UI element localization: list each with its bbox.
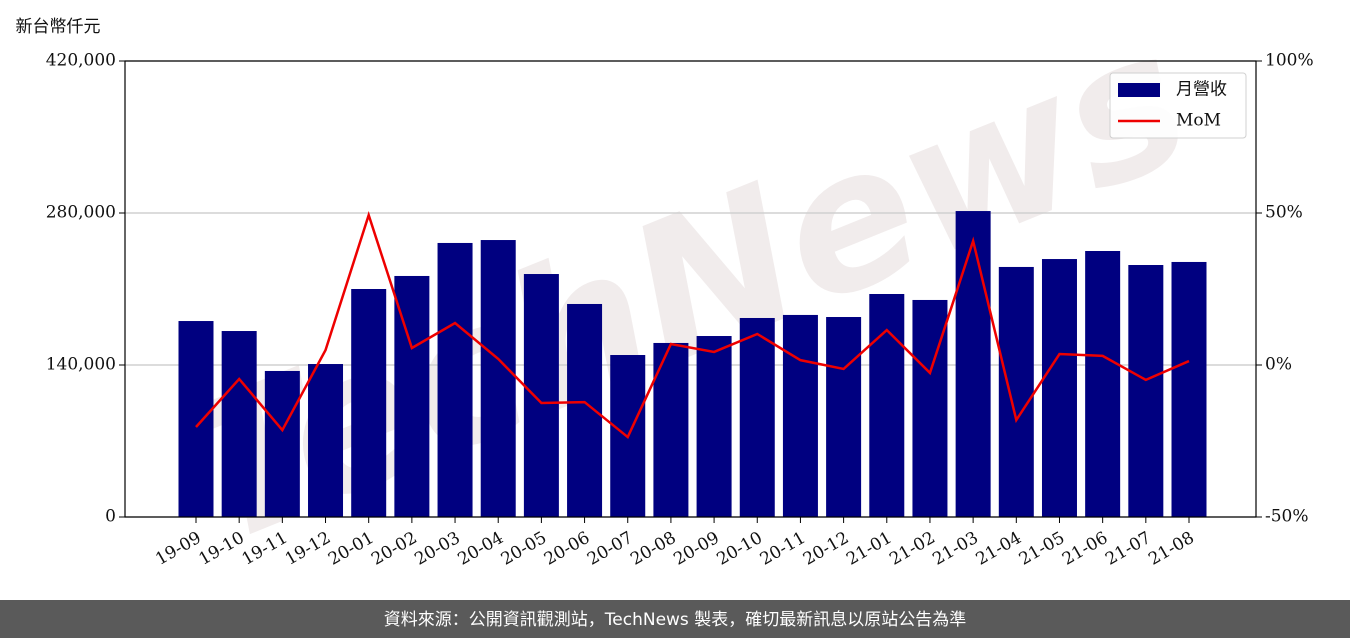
- bar: [955, 211, 991, 517]
- y2-tick-label: 100%: [1265, 51, 1314, 71]
- bar: [221, 331, 257, 517]
- bar: [394, 275, 430, 517]
- x-tick-label: 21-07: [1102, 528, 1154, 570]
- x-tick-label: 20-09: [670, 528, 722, 570]
- bar: [869, 293, 905, 517]
- y2-tick-label: 50%: [1265, 203, 1303, 223]
- bar: [1041, 259, 1077, 517]
- bar: [1128, 265, 1164, 517]
- footer-bar: [0, 600, 1350, 638]
- x-tick-label: 20-02: [368, 528, 420, 570]
- bar: [1171, 261, 1207, 517]
- x-tick-label: 19-09: [152, 528, 204, 570]
- y2-tick-label: -50%: [1265, 507, 1309, 527]
- bar: [523, 274, 559, 517]
- bar: [739, 317, 775, 517]
- bar: [437, 242, 473, 518]
- x-tick-label: 20-10: [714, 528, 766, 570]
- x-tick-label: 20-03: [411, 528, 463, 570]
- y-tick-label: 280,000: [46, 203, 116, 223]
- y-tick-label: 420,000: [46, 51, 116, 71]
- legend-label: 月營收: [1176, 80, 1227, 100]
- x-tick-label: 20-11: [757, 528, 809, 570]
- x-tick-label: 21-01: [843, 528, 895, 570]
- x-tick-label: 20-07: [584, 528, 636, 570]
- bar: [178, 321, 214, 517]
- x-tick-label: 21-02: [886, 528, 938, 570]
- x-tick-label: 20-04: [455, 528, 507, 570]
- bar: [998, 266, 1034, 517]
- bar: [1085, 251, 1121, 517]
- bar: [826, 317, 862, 517]
- x-tick-label: 21-08: [1145, 528, 1197, 570]
- x-tick-label: 20-06: [541, 528, 593, 570]
- y-tick-label: 0: [105, 507, 116, 527]
- bar: [782, 314, 818, 517]
- bar: [308, 364, 344, 517]
- x-tick-label: 20-08: [627, 528, 679, 570]
- x-tick-label: 21-03: [929, 528, 981, 570]
- legend-swatch: [1118, 83, 1160, 97]
- y-tick-label: 140,000: [46, 355, 116, 375]
- bar: [696, 336, 732, 517]
- bar: [351, 289, 387, 517]
- x-tick-label: 21-04: [973, 528, 1025, 570]
- footer-text: 資料來源：公開資訊觀測站，TechNews 製表，確切最新訊息以原站公告為準: [384, 610, 966, 630]
- y-axis-label: 新台幣仟元: [16, 17, 101, 37]
- x-tick-label: 20-12: [800, 528, 852, 570]
- bar: [264, 370, 300, 517]
- legend-label: MoM: [1176, 111, 1221, 131]
- x-tick-label: 20-05: [498, 528, 550, 570]
- line: [195, 211, 1190, 440]
- plot-frame: [124, 60, 1257, 518]
- bar: [480, 240, 516, 517]
- y2-tick-label: 0%: [1265, 355, 1292, 375]
- x-tick-label: 21-06: [1059, 528, 1111, 570]
- x-tick-label: 21-05: [1016, 528, 1068, 570]
